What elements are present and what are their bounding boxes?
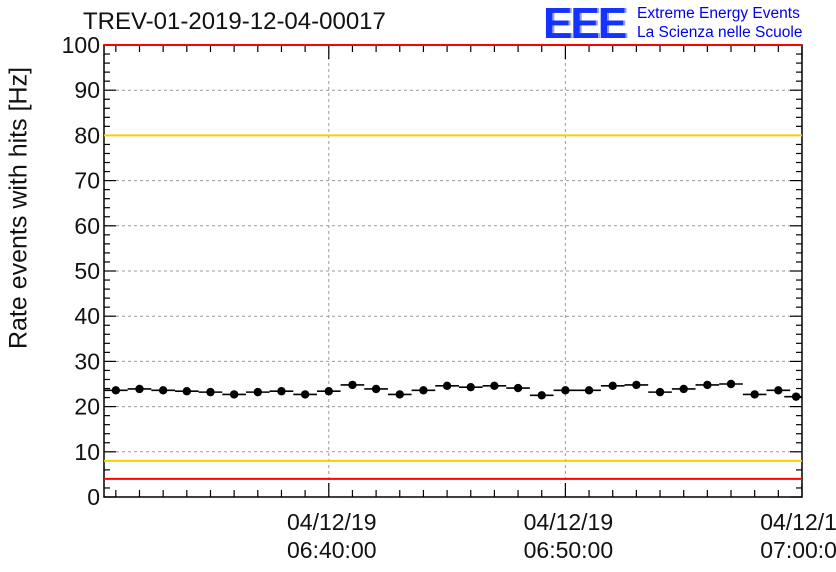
data-point — [135, 384, 144, 394]
data-point — [158, 386, 168, 395]
data-point — [513, 383, 523, 393]
data-point — [395, 390, 404, 399]
chart-title: TREV-01-2019-12-04-00017 — [83, 8, 386, 35]
x-tick-label-time: 07:00:00 — [760, 537, 836, 563]
data-point — [750, 390, 759, 399]
eee-logo: EEE — [543, 0, 627, 48]
data-point — [537, 391, 546, 400]
x-tick-label-time: 06:40:00 — [287, 537, 377, 563]
data-point — [703, 380, 712, 390]
data-point — [490, 381, 499, 391]
data-point — [561, 386, 570, 395]
data-point — [632, 380, 641, 390]
y-tick-label: 60 — [74, 213, 100, 239]
data-point — [324, 387, 333, 396]
data-point — [466, 382, 475, 392]
data-point — [300, 390, 310, 399]
data-point — [253, 387, 262, 397]
y-tick-label: 50 — [74, 258, 100, 284]
y-tick-label: 90 — [74, 77, 100, 103]
y-tick-label: 100 — [62, 32, 100, 58]
data-point — [442, 381, 452, 391]
x-tick-label-time: 06:50:00 — [524, 537, 614, 563]
x-tick-label-date: 04/12/19 — [524, 509, 614, 535]
data-point — [608, 381, 617, 391]
data-point — [371, 384, 381, 394]
y-tick-label: 0 — [87, 484, 100, 510]
x-tick-label-date: 04/12/19 — [287, 509, 377, 535]
y-tick-label: 20 — [74, 394, 100, 420]
data-point — [229, 390, 239, 399]
data-point — [419, 386, 428, 395]
data-point — [791, 392, 801, 401]
y-tick-label: 40 — [74, 303, 100, 329]
y-tick-label: 70 — [74, 168, 100, 194]
logo-line-1: Extreme Energy Events — [637, 5, 800, 22]
x-tick-label-date: 04/12/19 — [760, 509, 836, 535]
logo-line-2: La Scienza nelle Scuole — [637, 24, 803, 41]
data-point — [111, 386, 121, 395]
data-point — [348, 380, 357, 390]
data-point — [726, 379, 736, 389]
data-point — [277, 387, 286, 396]
y-tick-label: 80 — [74, 122, 100, 148]
y-tick-label: 10 — [74, 439, 100, 465]
data-point — [655, 387, 665, 397]
data-point — [774, 386, 783, 395]
data-point — [182, 387, 192, 396]
y-tick-label: 30 — [74, 348, 100, 374]
data-point — [206, 387, 215, 397]
data-point — [584, 386, 594, 395]
logo-text: Extreme Energy Events La Scienza nelle S… — [637, 4, 802, 42]
data-point — [679, 384, 688, 394]
